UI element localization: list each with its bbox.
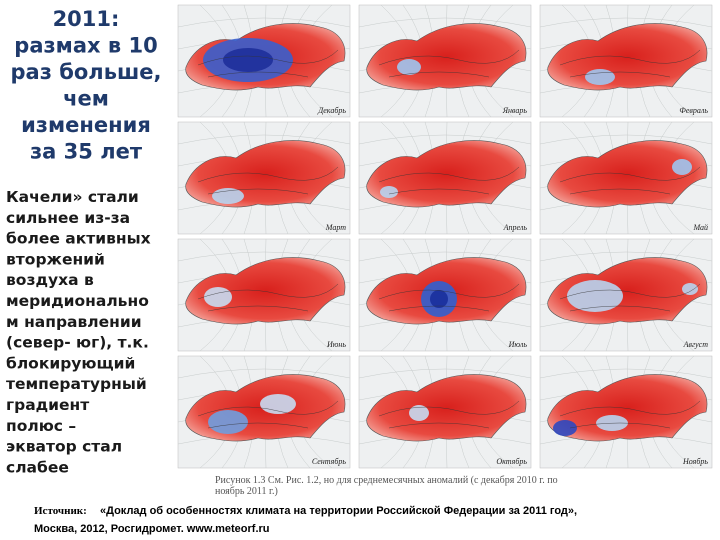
body-line: (север- юг), т.к. bbox=[6, 334, 149, 352]
body-line: вторжений bbox=[6, 250, 105, 268]
map: Февраль bbox=[539, 4, 713, 118]
graticule bbox=[539, 134, 713, 145]
caption-line: Рисунок 1.3 См. Рис. 1.2, но для среднем… bbox=[215, 475, 558, 486]
cold-anomaly bbox=[672, 159, 692, 175]
map: Сентябрь bbox=[177, 355, 351, 469]
territory bbox=[185, 257, 346, 325]
body-line: Качели» стали bbox=[6, 188, 139, 206]
cold-anomaly bbox=[380, 186, 398, 198]
cold-anomaly bbox=[212, 188, 244, 204]
graticule bbox=[358, 251, 532, 262]
isolines bbox=[378, 166, 520, 195]
title-line: 2011: bbox=[53, 7, 120, 31]
isolines bbox=[197, 166, 339, 195]
body-line: полюс – bbox=[6, 417, 76, 435]
cold-anomaly bbox=[553, 420, 577, 436]
map: Июль bbox=[358, 238, 532, 352]
title-line: раз больше, bbox=[11, 60, 162, 84]
territory bbox=[547, 140, 708, 208]
isolines bbox=[197, 400, 339, 429]
isolines bbox=[197, 49, 339, 78]
body-line: слабее bbox=[6, 458, 69, 476]
isolines bbox=[559, 166, 701, 195]
body-line: температурный bbox=[6, 375, 147, 393]
body-line: блокирующий bbox=[6, 354, 135, 372]
map: Октябрь bbox=[358, 355, 532, 469]
map: Июнь bbox=[177, 238, 351, 352]
isolines bbox=[559, 283, 701, 312]
month-label: Февраль bbox=[679, 106, 708, 115]
graticule bbox=[358, 17, 532, 28]
cold-anomaly bbox=[409, 405, 429, 421]
body-line: м направлении bbox=[6, 313, 142, 331]
source-line: «Доклад об особенностях климата на терри… bbox=[100, 505, 577, 517]
territory bbox=[366, 374, 527, 442]
territory bbox=[547, 374, 708, 442]
title-line: чем bbox=[63, 87, 109, 111]
isolines bbox=[197, 283, 339, 312]
month-label: Март bbox=[325, 223, 346, 232]
month-label: Апрель bbox=[503, 223, 528, 232]
map: Декабрь bbox=[177, 4, 351, 118]
source-label: Источник: bbox=[34, 505, 87, 517]
bottom-text: Рисунок 1.3 См. Рис. 1.2, но для среднем… bbox=[34, 475, 577, 535]
graticule bbox=[177, 251, 351, 262]
month-label: Май bbox=[692, 223, 708, 232]
month-label: Декабрь bbox=[317, 106, 346, 115]
cold-anomaly bbox=[397, 59, 421, 75]
isolines bbox=[378, 400, 520, 429]
graticule bbox=[177, 17, 351, 28]
body-line: экватор стал bbox=[6, 438, 122, 456]
cold-anomaly bbox=[204, 287, 232, 307]
graticule bbox=[358, 368, 532, 379]
caption-line: ноябрь 2011 г.) bbox=[215, 486, 278, 497]
graticule bbox=[539, 368, 713, 379]
body-line: градиент bbox=[6, 396, 89, 414]
month-label: Ноябрь bbox=[682, 457, 708, 466]
title-line: за 35 лет bbox=[30, 140, 143, 164]
isolines bbox=[378, 283, 520, 312]
month-label: Сентябрь bbox=[312, 457, 347, 466]
map: Март bbox=[177, 121, 351, 235]
territory bbox=[366, 140, 527, 208]
cold-anomaly bbox=[430, 290, 448, 308]
isolines bbox=[378, 49, 520, 78]
month-label: Июль bbox=[508, 340, 528, 349]
month-label: Январь bbox=[502, 106, 528, 115]
cold-anomaly bbox=[208, 410, 248, 434]
graticule bbox=[358, 134, 532, 145]
graticule bbox=[177, 134, 351, 145]
cold-anomaly bbox=[585, 69, 615, 85]
map-grid: Декабрь Январь Февраль Март Апрель Май Июнь Июл… bbox=[177, 4, 713, 469]
graticule bbox=[177, 368, 351, 379]
map: Май bbox=[539, 121, 713, 235]
cold-anomaly bbox=[567, 280, 623, 312]
title-line: изменения bbox=[21, 113, 151, 137]
cold-anomaly bbox=[682, 283, 698, 295]
body-line: более активных bbox=[6, 230, 151, 248]
title-line: размах в 10 bbox=[14, 34, 157, 58]
map: Ноябрь bbox=[539, 355, 713, 469]
source-line: Москва, 2012, Росгидромет. www.meteorf.r… bbox=[34, 523, 270, 535]
graticule bbox=[539, 251, 713, 262]
cold-anomaly bbox=[223, 48, 273, 72]
month-label: Октябрь bbox=[496, 457, 527, 466]
graticule bbox=[539, 17, 713, 28]
map: Апрель bbox=[358, 121, 532, 235]
month-label: Август bbox=[683, 340, 709, 349]
isolines bbox=[559, 49, 701, 78]
body-line: сильнее из-за bbox=[6, 209, 130, 227]
body-line: меридионально bbox=[6, 292, 149, 310]
isolines bbox=[559, 400, 701, 429]
month-label: Июнь bbox=[326, 340, 346, 349]
map: Август bbox=[539, 238, 713, 352]
body-line: воздуха в bbox=[6, 271, 94, 289]
map: Январь bbox=[358, 4, 532, 118]
